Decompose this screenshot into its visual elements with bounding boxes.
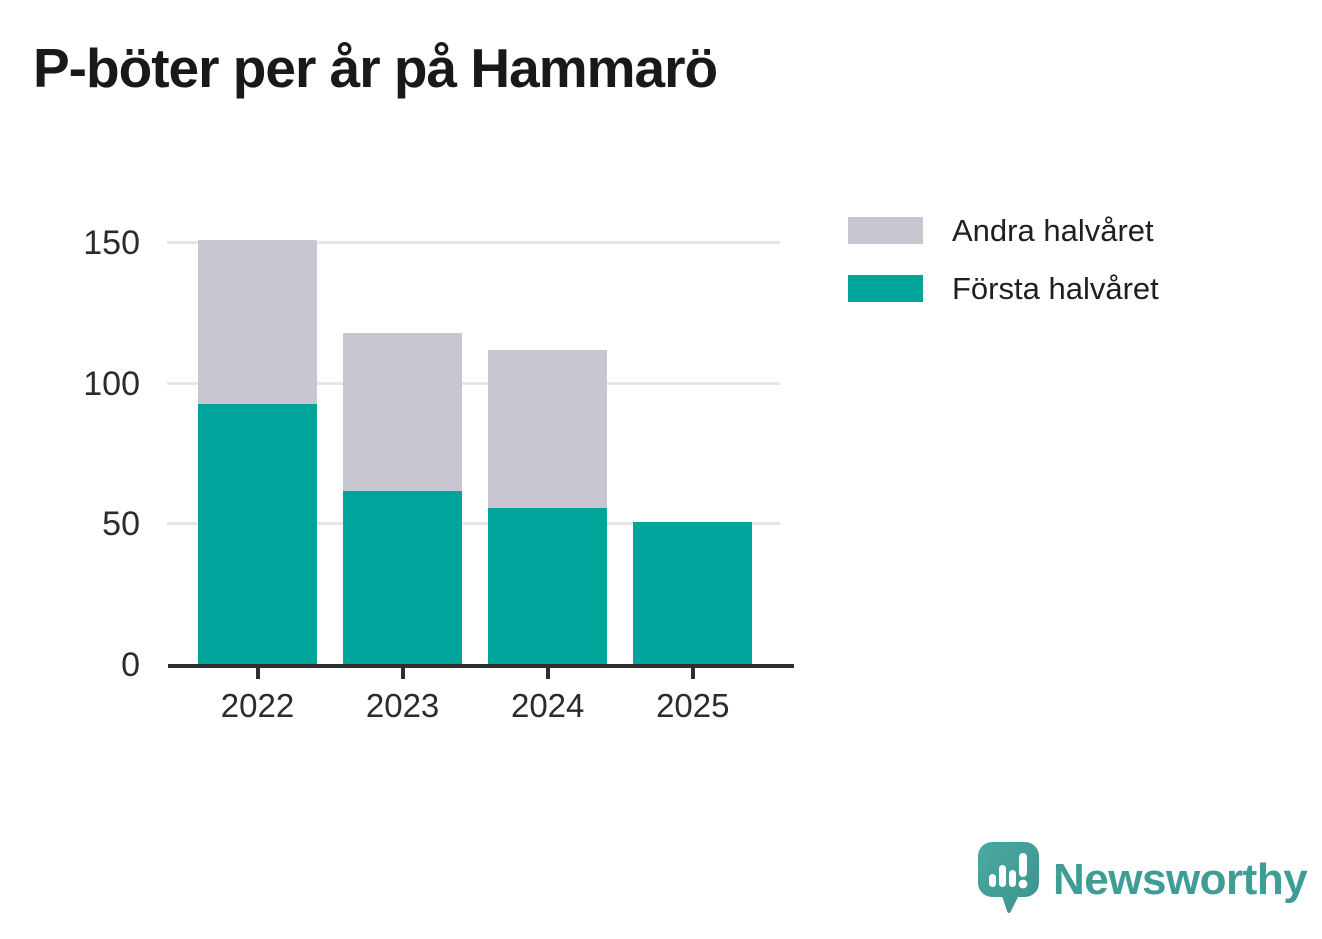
bar-segment-2025-f-rsta-halv-ret: [633, 521, 753, 665]
legend-label: Andra halvåret: [952, 212, 1154, 248]
y-tick-label-0: 0: [121, 646, 140, 684]
x-axis-line: [168, 664, 794, 668]
legend-item: Andra halvåret: [848, 213, 1159, 248]
plot-area: 2022 2023 2024 2025: [167, 225, 794, 724]
newsworthy-logo-icon: [978, 842, 1039, 914]
x-label-2024: 2024: [510, 687, 585, 724]
bar-segment-2024-andra-halv-ret: [488, 350, 608, 508]
brand-wordmark: Newsworthy: [1053, 855, 1308, 904]
legend-swatch: [848, 275, 923, 302]
y-axis-labels: 0 50 100 150: [30, 0, 140, 939]
gridline-150: [167, 241, 780, 245]
chart-title: P-böter per år på Hammarö: [33, 37, 718, 99]
x-tick-2023: [400, 666, 405, 679]
bar-segment-2023-andra-halv-ret: [343, 333, 463, 491]
x-tick-2025: [690, 666, 695, 679]
gridline-100: [167, 381, 780, 385]
y-tick-label-50: 50: [102, 505, 140, 544]
x-label-2022: 2022: [220, 687, 295, 724]
gridline-50: [167, 522, 780, 526]
x-label-2023: 2023: [365, 687, 440, 724]
bar-segment-2022-andra-halv-ret: [198, 240, 317, 404]
x-tick-2022: [255, 666, 260, 679]
x-tick-2024: [545, 666, 550, 679]
y-tick-label-100: 100: [83, 364, 140, 403]
y-tick-label-150: 150: [83, 224, 140, 263]
bar-segment-2024-f-rsta-halv-ret: [488, 507, 608, 665]
legend-swatch: [848, 217, 923, 244]
bar-segment-2023-f-rsta-halv-ret: [343, 490, 463, 665]
x-label-2025: 2025: [656, 687, 730, 724]
bar-segment-2022-f-rsta-halv-ret: [198, 403, 317, 665]
legend-label: Första halvåret: [952, 270, 1159, 306]
legend: Andra halvåret Första halvåret: [848, 213, 1159, 332]
newsworthy-brand: Newsworthy: [977, 841, 1308, 919]
legend-item: Första halvåret: [848, 271, 1159, 306]
